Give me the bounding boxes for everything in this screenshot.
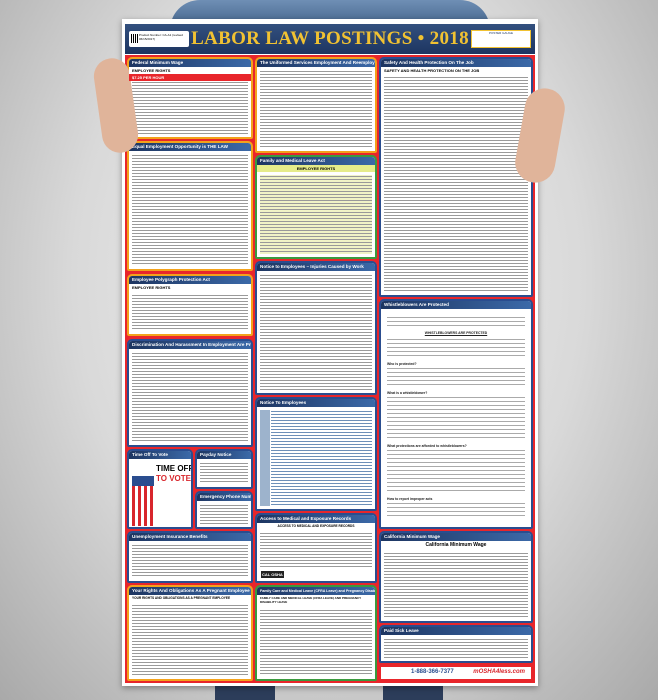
body-text (132, 294, 248, 331)
section-federal-minimum-wage: Federal Minimum Wage EMPLOYEE RIGHTS $7.25… (127, 57, 253, 139)
body-text (260, 609, 372, 676)
decorative-flower-strip (260, 410, 270, 506)
section-cfra: Family Care and Medical Leave (CFRA Leav… (255, 585, 377, 681)
body-text (132, 352, 248, 442)
labor-law-poster: Product Number: CA-A1 (revised 06/15/201… (122, 19, 538, 686)
section-header: Equal Employment Opportunity is THE LAW (129, 143, 251, 151)
section-header: Family Care and Medical Leave (CFRA Leav… (257, 587, 375, 595)
vote-subtitle: TO VOTE (156, 474, 191, 483)
wage-amount: $7.25 PER HOUR (129, 74, 251, 81)
ballot-box-illustration (132, 476, 154, 526)
section-header: Notice to Employees – Injuries Caused by… (257, 263, 375, 271)
section-equal-employment: Equal Employment Opportunity is THE LAW (127, 141, 253, 271)
body-text (132, 604, 248, 676)
poster-banner: Product Number: CA-A1 (revised 06/15/201… (125, 24, 535, 54)
footer-phone: 1-888-366-7377 (411, 669, 454, 675)
section-header: Whistleblowers Are Protected (381, 301, 531, 309)
section-header: Emergency Phone Numbers (197, 493, 251, 501)
body-text (384, 638, 528, 658)
poster-title: LABOR LAW POSTINGS • 2018 (191, 28, 469, 49)
section-headline: YOUR RIGHTS AND OBLIGATIONS AS A PREGNAN… (129, 595, 251, 601)
cal-osha-logo: CAL OSHA (261, 571, 284, 578)
whistleblower-subhead: WHISTLEBLOWERS ARE PROTECTED (424, 331, 488, 335)
section-header: Family and Medical Leave Act (257, 157, 375, 165)
section-headline: ACCESS TO MEDICAL AND EXPOSURE RECORDS (257, 523, 375, 529)
section-header: Your Rights And Obligations As A Pregnan… (129, 587, 251, 595)
section-header: The Uniformed Services Employment And Re… (257, 59, 375, 67)
body-text (200, 462, 248, 484)
person-jeans-right (383, 684, 443, 700)
section-header: Paid Sick Leave (381, 627, 531, 635)
poster-frame: Federal Minimum Wage EMPLOYEE RIGHTS $7.25… (125, 55, 535, 683)
section-header: Notice To Employees (257, 399, 375, 407)
section-headline: EMPLOYEE RIGHTS (129, 67, 251, 74)
body-text (132, 81, 248, 134)
section-header: Access to Medical and Exposure Records (257, 515, 375, 523)
section-header: Unemployment Insurance Benefits (129, 533, 251, 541)
section-uniformed-services: The Uniformed Services Employment And Re… (255, 57, 377, 153)
section-pregnant-employee: Your Rights And Obligations As A Pregnan… (127, 585, 253, 681)
section-header: California Minimum Wage (381, 533, 531, 541)
question-heading: What protections are afforded to whistle… (387, 444, 467, 448)
body-text (260, 175, 372, 254)
body-text (132, 544, 248, 578)
body-text (271, 410, 372, 506)
section-headline: California Minimum Wage (381, 541, 531, 549)
section-headline: FAMILY CARE AND MEDICAL LEAVE (CFRA LEAV… (257, 595, 375, 605)
section-unemployment: Unemployment Insurance Benefits (127, 531, 253, 583)
body-text (384, 552, 528, 618)
section-injuries-at-work: Notice to Employees – Injuries Caused by… (255, 261, 377, 395)
question-heading: How to report improper acts (387, 497, 433, 501)
section-discrimination: Discrimination And Harassment In Employm… (127, 339, 253, 447)
section-header: Discrimination And Harassment In Employm… (129, 341, 251, 349)
footer-contact: 1-888-366-7377 mOSHA4less.com (379, 665, 533, 681)
section-whistleblowers: Whistleblowers Are Protected WHISTLEBLOW… (379, 299, 533, 529)
body-text (260, 532, 372, 567)
section-notice-to-employees: Notice To Employees (255, 397, 377, 511)
question-heading: Who is protected? (387, 362, 417, 366)
section-polygraph: Employee Polygraph Protection Act EMPLOYE… (127, 274, 253, 336)
section-emergency-phone: Emergency Phone Numbers (195, 491, 253, 529)
section-time-off-to-vote: Time Off To Vote TIME OFF TO VOTE (127, 449, 193, 529)
body-text (200, 504, 248, 524)
body-text (384, 76, 528, 292)
brand-logo: mOSHA4less.com (473, 669, 525, 675)
section-header: Federal Minimum Wage (129, 59, 251, 67)
section-safety-health: Safety And Health Protection On The Job S… (379, 57, 533, 297)
section-header: Time Off To Vote (129, 451, 191, 459)
section-payday-notice: Payday Notice (195, 449, 253, 489)
section-paid-sick-leave: Paid Sick Leave (379, 625, 533, 663)
vote-title: TIME OFF (156, 464, 193, 473)
section-medical-records: Access to Medical and Exposure Records AC… (255, 513, 377, 583)
body-text (260, 70, 372, 148)
section-header: Safety And Health Protection On The Job (381, 59, 531, 67)
person-jeans-left (215, 684, 275, 700)
section-header: Payday Notice (197, 451, 251, 459)
section-fmla: Family and Medical Leave Act EMPLOYEE RIG… (255, 155, 377, 259)
section-headline: SAFETY AND HEALTH PROTECTION ON THE JOB (381, 67, 531, 74)
body-text (260, 274, 372, 390)
product-label: Product Number: CA-A1 (revised 06/15/201… (129, 31, 189, 47)
poster-gauge-badge: POSTER GAUGE (471, 30, 531, 48)
section-california-minimum-wage: California Minimum Wage California Minimu… (379, 531, 533, 623)
question-heading: What is a whistleblower? (387, 391, 428, 395)
section-headline: EMPLOYEE RIGHTS (129, 284, 251, 291)
section-header: Employee Polygraph Protection Act (129, 276, 251, 284)
body-text (132, 154, 248, 266)
section-headline: EMPLOYEE RIGHTS (257, 165, 375, 172)
